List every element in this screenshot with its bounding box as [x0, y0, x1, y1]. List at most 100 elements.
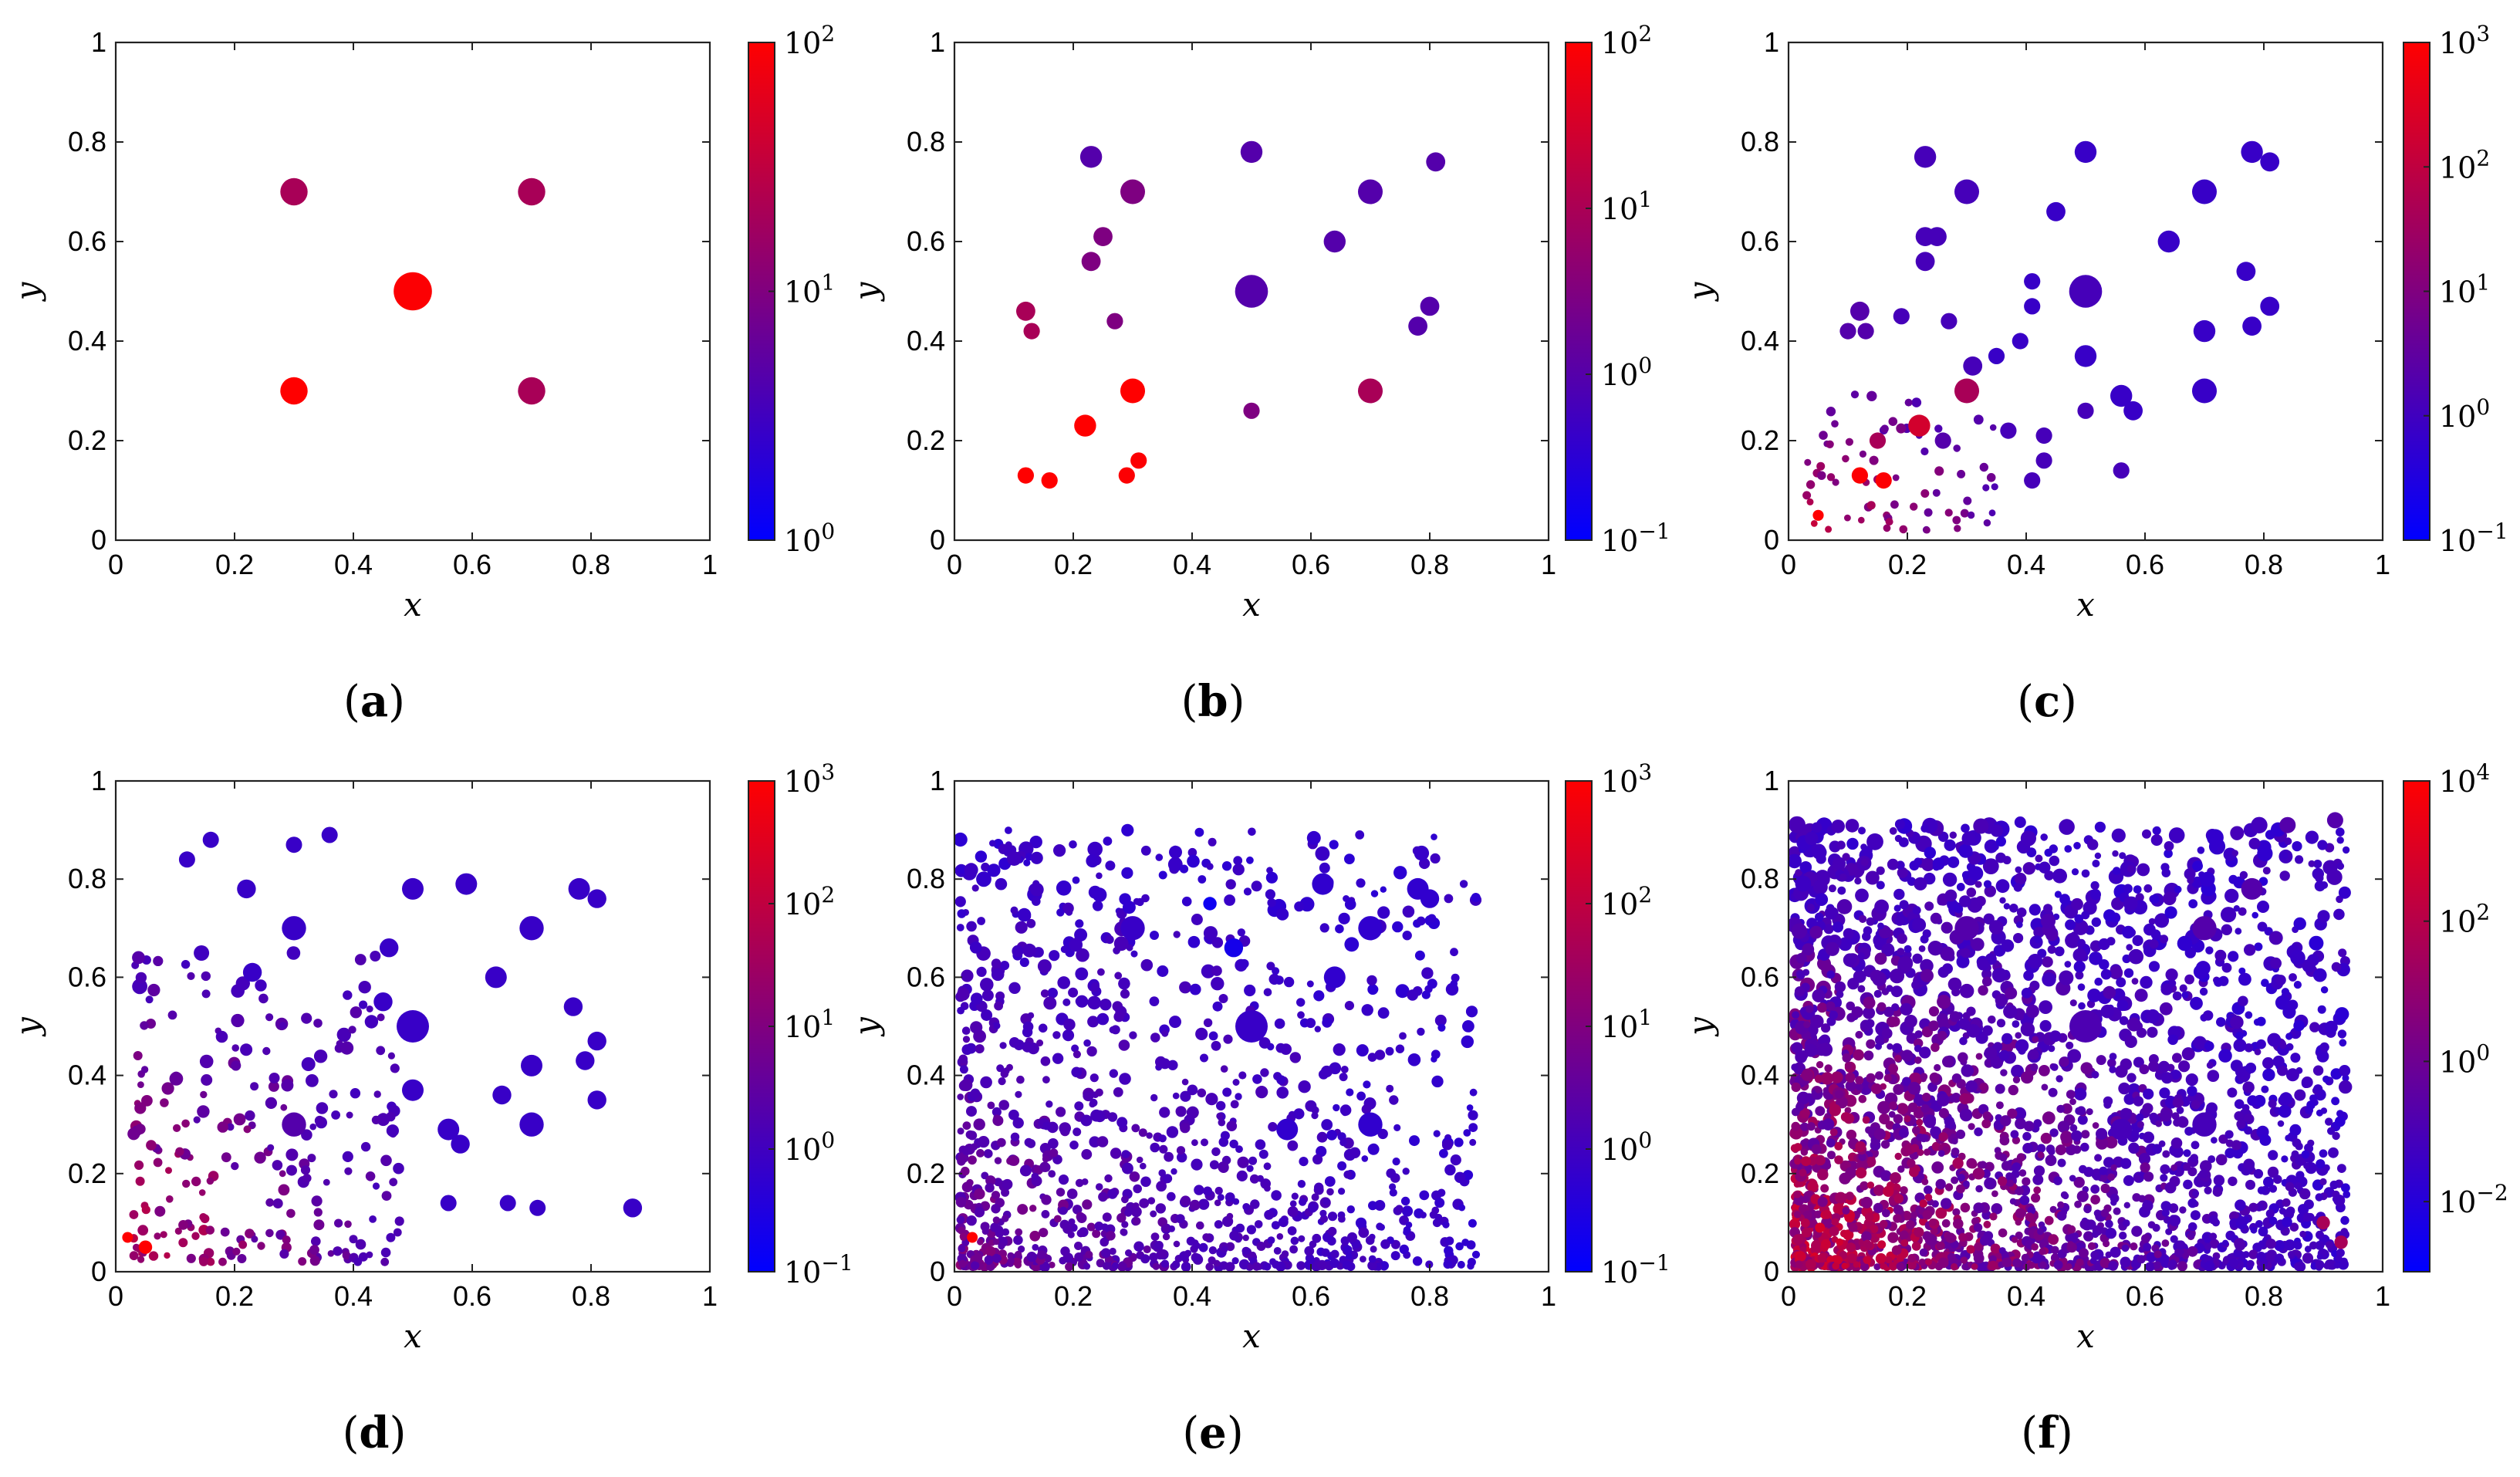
- scatter-point: [1122, 901, 1136, 914]
- scatter-point: [2263, 1176, 2274, 1188]
- scatter-point: [1236, 1170, 1248, 1181]
- scatter-point: [1367, 1260, 1377, 1271]
- scatter-point: [1820, 1072, 1834, 1085]
- scatter-point: [1276, 1087, 1289, 1099]
- scatter-point: [2019, 1195, 2030, 1205]
- scatter-point: [2036, 1144, 2046, 1153]
- scatter-point: [2214, 977, 2224, 987]
- scatter-point: [2113, 1207, 2121, 1215]
- scatter-point: [1988, 1016, 1996, 1024]
- scatter-point: [1859, 450, 1866, 458]
- y-axis-label: y: [8, 281, 46, 302]
- scatter-point: [1986, 473, 1996, 482]
- scatter-point: [1106, 1231, 1116, 1241]
- scatter-point: [1191, 914, 1203, 925]
- scatter-point: [2003, 1004, 2018, 1019]
- scatter-point: [1189, 983, 1201, 995]
- scatter-point: [2285, 1033, 2293, 1040]
- scatter-point: [1082, 1199, 1093, 1210]
- scatter-point: [1222, 1087, 1232, 1097]
- scatter-point: [1089, 1073, 1099, 1083]
- scatter-point: [1140, 958, 1154, 972]
- scatter-point: [2087, 839, 2099, 850]
- scatter-point: [1993, 1042, 2003, 1051]
- scatter-point: [1233, 856, 1243, 866]
- scatter-point: [2221, 907, 2237, 923]
- scatter-point: [1058, 1199, 1069, 1211]
- scatter-point: [1104, 1174, 1113, 1183]
- scatter-point: [2090, 1185, 2100, 1194]
- x-tick-label: 0: [1781, 1280, 1796, 1312]
- scatter-point: [340, 1041, 354, 1055]
- scatter-point: [2021, 1253, 2030, 1262]
- scatter-point: [1276, 1118, 1299, 1141]
- scatter-point: [1202, 1233, 1211, 1242]
- scatter-point: [2034, 935, 2042, 944]
- scatter-point: [2100, 1183, 2110, 1194]
- y-tick-label: 0: [930, 1256, 945, 1287]
- scatter-point: [1860, 1196, 1873, 1208]
- scatter-point: [2112, 867, 2121, 875]
- scatter-point: [1399, 1215, 1409, 1225]
- scatter-point: [2050, 1063, 2059, 1071]
- scatter-point: [1892, 1043, 1903, 1053]
- scatter-point: [1096, 1136, 1109, 1147]
- scatter-point: [2066, 1090, 2076, 1099]
- scatter-point: [2262, 1068, 2275, 1082]
- y-tick-label: 0.8: [68, 126, 106, 157]
- scatter-point: [1914, 877, 1927, 891]
- scatter-point: [1140, 845, 1151, 856]
- y-tick-label: 0.2: [1741, 1158, 1779, 1189]
- scatter-point: [1258, 1149, 1268, 1159]
- scatter-point: [2341, 1183, 2350, 1193]
- scatter-point: [1469, 1088, 1478, 1097]
- scatter-point: [1961, 1263, 1969, 1270]
- scatter-point: [1018, 1245, 1025, 1253]
- scatter-point: [1935, 1207, 1947, 1219]
- scatter-point: [1904, 945, 1912, 953]
- scatter-point: [1432, 1218, 1442, 1228]
- scatter-point: [1218, 994, 1228, 1003]
- scatter-point: [2192, 860, 2204, 872]
- scatter-point: [1377, 1007, 1390, 1019]
- scatter-point: [1899, 900, 1909, 910]
- scatter-point: [1255, 1086, 1268, 1099]
- x-tick-label: 0.6: [1292, 1280, 1330, 1312]
- scatter-point: [1175, 1214, 1185, 1224]
- plot-frame: [953, 41, 1550, 542]
- scatter-point: [2001, 1033, 2013, 1045]
- scatter-point: [1907, 1259, 1917, 1270]
- scatter-point: [2086, 1108, 2093, 1116]
- scatter-point: [2041, 1083, 2049, 1091]
- scatter-point: [1920, 968, 1934, 982]
- scatter-point: [1853, 1261, 1860, 1268]
- scatter-point: [1327, 1226, 1337, 1236]
- scatter-point: [1031, 1172, 1039, 1181]
- scatter-point: [1430, 853, 1441, 864]
- scatter-point: [2071, 897, 2083, 911]
- scatter-point: [1853, 1049, 1864, 1061]
- scatter-point: [1454, 1171, 1466, 1184]
- scatter-point: [1466, 1104, 1474, 1111]
- scatter-point: [2325, 1117, 2333, 1126]
- scatter-point: [1240, 140, 1263, 164]
- scatter-point: [1361, 1004, 1373, 1016]
- scatter-point: [2143, 1088, 2154, 1100]
- scatter-point: [1023, 323, 1040, 340]
- scatter-point: [1032, 897, 1041, 906]
- scatter-point: [1299, 1198, 1307, 1206]
- scatter-point: [1180, 1195, 1191, 1206]
- scatter-point: [2015, 1218, 2022, 1226]
- scatter-point: [2155, 1120, 2162, 1127]
- scatter-point: [1162, 1232, 1170, 1241]
- scatter-point: [2272, 1055, 2285, 1068]
- scatter-point: [1120, 989, 1130, 999]
- scatter-point: [1909, 1167, 1919, 1178]
- scatter-point: [1958, 1052, 1968, 1063]
- scatter-point: [2059, 894, 2070, 905]
- scatter-point: [2242, 1251, 2250, 1259]
- scatter-point: [181, 1119, 190, 1128]
- scatter-point: [1973, 1202, 1985, 1214]
- scatter-point: [2184, 974, 2195, 985]
- scatter-point: [1287, 1206, 1299, 1218]
